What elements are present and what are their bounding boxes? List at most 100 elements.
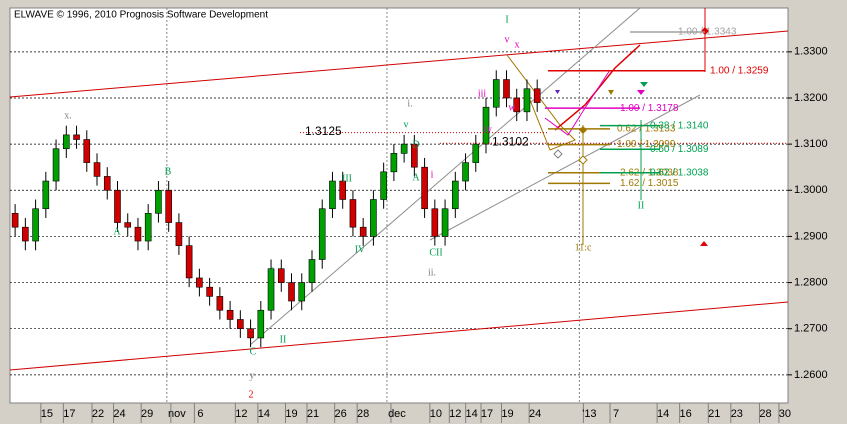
marker — [640, 82, 648, 87]
marker — [701, 27, 709, 35]
wave-label: 2 — [249, 389, 254, 400]
wave-label: v — [404, 119, 409, 130]
y-tick-label: 1.3200 — [794, 92, 828, 104]
candle-body — [349, 199, 357, 228]
channel-bottom — [9, 301, 789, 371]
x-tick-label: 19 — [285, 408, 297, 420]
candle-body — [318, 208, 326, 260]
candle-body — [380, 171, 387, 200]
wave-label: II — [280, 334, 287, 345]
x-tick-label: nov — [168, 408, 186, 420]
x-tick-label: 14 — [657, 408, 669, 420]
x-tick-label: 17 — [481, 408, 493, 420]
candle-body — [155, 189, 162, 214]
candle-body — [267, 268, 275, 311]
wave-label: iv — [484, 124, 492, 135]
chart-title: ELWAVE © 1996, 2010 Prognosis Software D… — [14, 10, 268, 21]
candle-body — [503, 79, 510, 99]
marker — [637, 90, 645, 95]
projection — [554, 44, 641, 131]
candle-body — [247, 328, 254, 339]
x-tick-label: 14 — [258, 408, 270, 420]
candle-body — [523, 88, 531, 113]
level-label: 1.62 / 1.3015 — [620, 178, 679, 189]
x-tick-label: 15 — [41, 408, 53, 420]
candle-body — [42, 180, 50, 210]
wave-label: x — [515, 39, 520, 50]
marker — [579, 126, 587, 134]
x-tick-label: 24 — [113, 408, 125, 420]
candle-body — [73, 134, 80, 140]
wave-label: iii — [478, 88, 487, 99]
candle-body — [237, 319, 244, 330]
x-tick-label: 23 — [731, 408, 743, 420]
candle-body — [370, 199, 377, 237]
level-label: 1.00 / 1.3343 — [678, 27, 737, 38]
level-label: 1.00 / 1.3259 — [710, 65, 769, 76]
wave-label: 11:c — [575, 242, 592, 253]
price-label: 1.3102 — [492, 134, 529, 148]
x-tick-label: 22 — [92, 408, 104, 420]
x-tick-label: 28 — [759, 408, 771, 420]
wave-label: D — [412, 139, 419, 150]
candle-body — [452, 180, 459, 210]
wave-label: x. — [64, 110, 72, 121]
wave-label: w — [508, 102, 516, 113]
x-tick-label: 28 — [357, 408, 369, 420]
candle-body — [196, 277, 203, 288]
marker — [578, 155, 588, 165]
candle-body — [308, 259, 316, 283]
wave-label: II — [638, 200, 645, 211]
candle-body — [400, 143, 408, 154]
candle-body — [533, 88, 541, 103]
x-tick-label: 30 — [779, 408, 791, 420]
candle-body — [83, 139, 91, 163]
y-tick-label: 1.2700 — [794, 323, 828, 335]
trend-lines — [9, 7, 789, 371]
candle-body — [93, 162, 101, 177]
candle-body — [472, 143, 480, 163]
x-tick-label: 7 — [613, 408, 619, 420]
x-tick-label: 12 — [235, 408, 247, 420]
wave-label: I — [270, 266, 273, 277]
wave-label: A — [412, 172, 420, 183]
candle-body — [390, 153, 398, 173]
x-tick-label: 21 — [708, 408, 720, 420]
candle-body — [359, 226, 367, 237]
candle-body — [185, 245, 193, 279]
candle-body — [216, 296, 224, 311]
candle-body — [63, 134, 70, 150]
x-tick-label: 6 — [197, 408, 203, 420]
price-label: 1.3125 — [305, 124, 342, 138]
x-tick-label: 29 — [141, 408, 153, 420]
candle-body — [165, 189, 172, 223]
wave-label: ii. — [428, 267, 436, 278]
x-tick-label: '13 — [582, 408, 596, 420]
candle-body — [513, 97, 521, 113]
candle-body — [482, 106, 490, 145]
candle-body — [462, 162, 469, 182]
wave-label: y — [250, 370, 255, 381]
marker — [553, 149, 563, 159]
candle-body — [114, 189, 121, 223]
level-label: 0.62 / 1.3133 — [617, 124, 676, 135]
channel-top — [9, 30, 789, 98]
candle-body — [492, 79, 500, 108]
x-tick-label: 26 — [335, 408, 347, 420]
wave-label: i — [431, 169, 434, 180]
y-tick-label: 1.2600 — [794, 369, 828, 381]
y-tick-label: 1.2900 — [794, 230, 828, 242]
candle-body — [431, 208, 439, 237]
candle-body — [175, 222, 183, 246]
x-tick-label: 16 — [680, 408, 692, 420]
wave-label: IV — [355, 244, 366, 255]
candle-body — [257, 309, 265, 339]
y-tick-label: 1.2800 — [794, 276, 828, 288]
wave-label: C — [250, 346, 257, 357]
marker — [555, 90, 560, 94]
plot-area — [9, 7, 789, 404]
candle-body — [226, 309, 234, 320]
candle-body — [411, 143, 418, 168]
candle-body — [144, 213, 152, 242]
